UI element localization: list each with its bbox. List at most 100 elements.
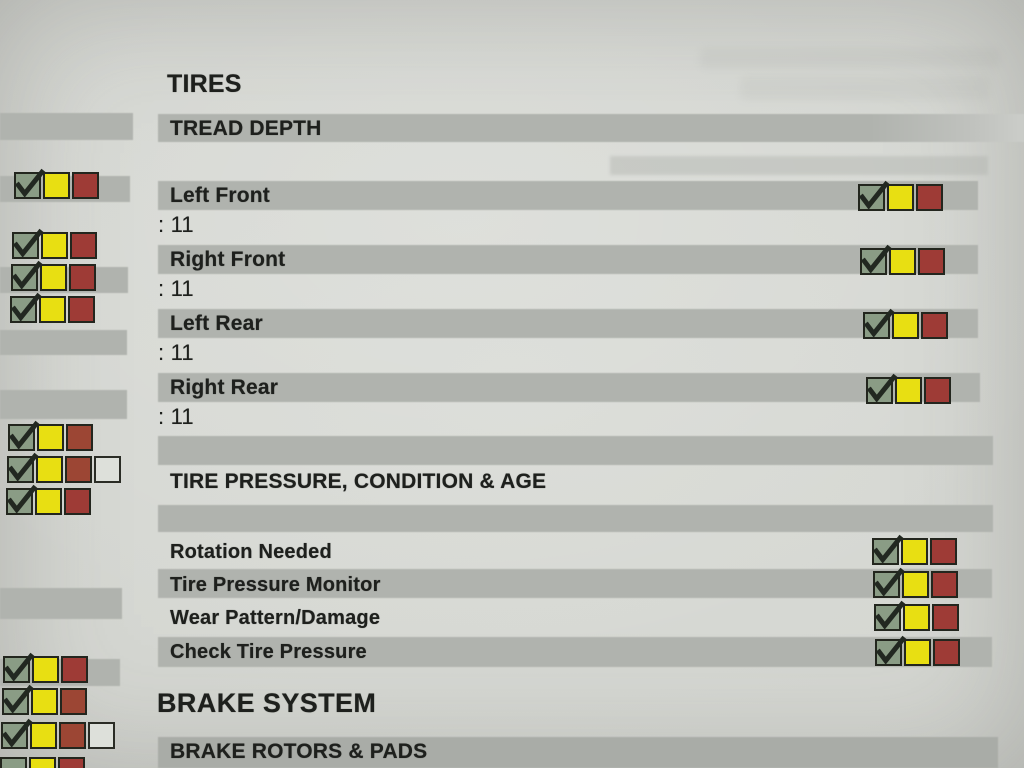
section-title-brake-system: BRAKE SYSTEM bbox=[157, 688, 377, 718]
rating-yellow bbox=[40, 264, 67, 291]
bleed-through-smudge bbox=[700, 48, 1000, 68]
rating-red bbox=[68, 296, 95, 323]
condition-row-label: Tire Pressure Monitor bbox=[170, 574, 381, 596]
condition-row-label: Check Tire Pressure bbox=[170, 641, 367, 663]
subsection-title-tread-depth: TREAD DEPTH bbox=[170, 117, 322, 140]
margin-rating-group bbox=[7, 452, 121, 483]
rating-yellow bbox=[903, 604, 930, 631]
rating-red bbox=[60, 688, 87, 715]
rating-red bbox=[931, 571, 958, 598]
tread-row-value: : 11 bbox=[158, 212, 194, 237]
tread-row-label: Left Rear bbox=[170, 312, 263, 335]
rating-red bbox=[58, 757, 85, 768]
margin-rating-group bbox=[10, 292, 95, 323]
rating-green-checked bbox=[875, 635, 907, 666]
rating-yellow bbox=[35, 488, 62, 515]
rating-red bbox=[59, 722, 86, 749]
margin-rating-group bbox=[12, 228, 97, 259]
rating-empty-box bbox=[94, 456, 121, 483]
checkmark-icon bbox=[872, 534, 904, 564]
rating-green-checked bbox=[10, 292, 42, 323]
rating-green-checked bbox=[8, 420, 40, 451]
rating-red bbox=[916, 184, 943, 211]
rating-group-right-front bbox=[860, 244, 945, 275]
margin-highlight-bar bbox=[0, 113, 133, 140]
margin-rating-group bbox=[0, 757, 85, 768]
rating-yellow bbox=[37, 424, 64, 451]
rating-green-checked bbox=[863, 308, 895, 339]
checkmark-icon bbox=[2, 684, 34, 714]
tread-row-label: Right Front bbox=[170, 248, 286, 271]
rating-red bbox=[918, 248, 945, 275]
rating-yellow bbox=[31, 688, 58, 715]
bleed-through-smudge bbox=[740, 76, 990, 100]
checkmark-icon bbox=[873, 567, 905, 597]
tread-depth-header-bar bbox=[158, 114, 1024, 142]
rating-red bbox=[924, 377, 951, 404]
rating-green-checked bbox=[0, 757, 27, 768]
rating-red bbox=[65, 456, 92, 483]
rating-yellow bbox=[41, 232, 68, 259]
checkmark-icon bbox=[3, 652, 35, 682]
rating-group-tire-pressure-monitor bbox=[873, 567, 958, 598]
rating-green-checked bbox=[14, 168, 46, 199]
rating-green-checked bbox=[11, 260, 43, 291]
rating-yellow bbox=[892, 312, 919, 339]
row-highlight-bar bbox=[158, 245, 978, 274]
row-highlight-bar bbox=[158, 181, 978, 210]
rating-red bbox=[921, 312, 948, 339]
rating-yellow bbox=[29, 757, 56, 768]
rating-group-wear-pattern-damage bbox=[874, 600, 959, 631]
margin-rating-group bbox=[14, 168, 99, 199]
margin-rating-group bbox=[6, 484, 91, 515]
margin-rating-group bbox=[11, 260, 96, 291]
rating-yellow bbox=[32, 656, 59, 683]
checkmark-icon bbox=[875, 635, 907, 665]
rating-red bbox=[70, 232, 97, 259]
rating-green-checked bbox=[872, 534, 904, 565]
condition-row-label: Wear Pattern/Damage bbox=[170, 607, 381, 629]
tread-row-label: Right Rear bbox=[170, 376, 279, 399]
spacer-bar bbox=[158, 505, 993, 532]
faint-bar-artifact bbox=[610, 156, 988, 175]
rating-green-checked bbox=[3, 652, 35, 683]
section-title-tires: TIRES bbox=[167, 70, 242, 98]
rating-red bbox=[933, 639, 960, 666]
rating-yellow bbox=[887, 184, 914, 211]
rating-green-checked bbox=[2, 684, 34, 715]
row-highlight-bar bbox=[158, 637, 992, 667]
checkmark-icon bbox=[1, 718, 33, 748]
margin-rating-group bbox=[1, 718, 115, 749]
checkmark-icon bbox=[6, 484, 38, 514]
checkmark-icon bbox=[863, 308, 895, 338]
rating-yellow bbox=[901, 538, 928, 565]
rating-group-left-rear bbox=[863, 308, 948, 339]
row-highlight-bar bbox=[158, 373, 980, 402]
rating-yellow bbox=[36, 456, 63, 483]
subsection-title-tire-pressure: TIRE PRESSURE, CONDITION & AGE bbox=[170, 470, 547, 493]
rating-yellow bbox=[895, 377, 922, 404]
margin-rating-group bbox=[3, 652, 88, 683]
checkmark-icon bbox=[874, 600, 906, 630]
checkmark-icon bbox=[11, 260, 43, 290]
brake-rotors-header-bar bbox=[158, 737, 998, 768]
row-highlight-bar bbox=[158, 569, 992, 598]
rating-group-left-front bbox=[858, 180, 943, 211]
margin-highlight-bar bbox=[0, 330, 127, 355]
tread-row-value: : 11 bbox=[158, 340, 194, 365]
rating-green-checked bbox=[866, 373, 898, 404]
checkmark-icon bbox=[10, 292, 42, 322]
rating-green-checked bbox=[860, 244, 892, 275]
checkmark-icon bbox=[866, 373, 898, 403]
rating-red bbox=[61, 656, 88, 683]
rating-yellow bbox=[39, 296, 66, 323]
row-highlight-bar bbox=[158, 309, 978, 338]
rating-red bbox=[930, 538, 957, 565]
margin-rating-group bbox=[2, 684, 87, 715]
rating-yellow bbox=[904, 639, 931, 666]
margin-highlight-bar bbox=[0, 588, 122, 619]
margin-rating-group bbox=[8, 420, 93, 451]
rating-group-check-tire-pressure bbox=[875, 635, 960, 666]
rating-yellow bbox=[889, 248, 916, 275]
